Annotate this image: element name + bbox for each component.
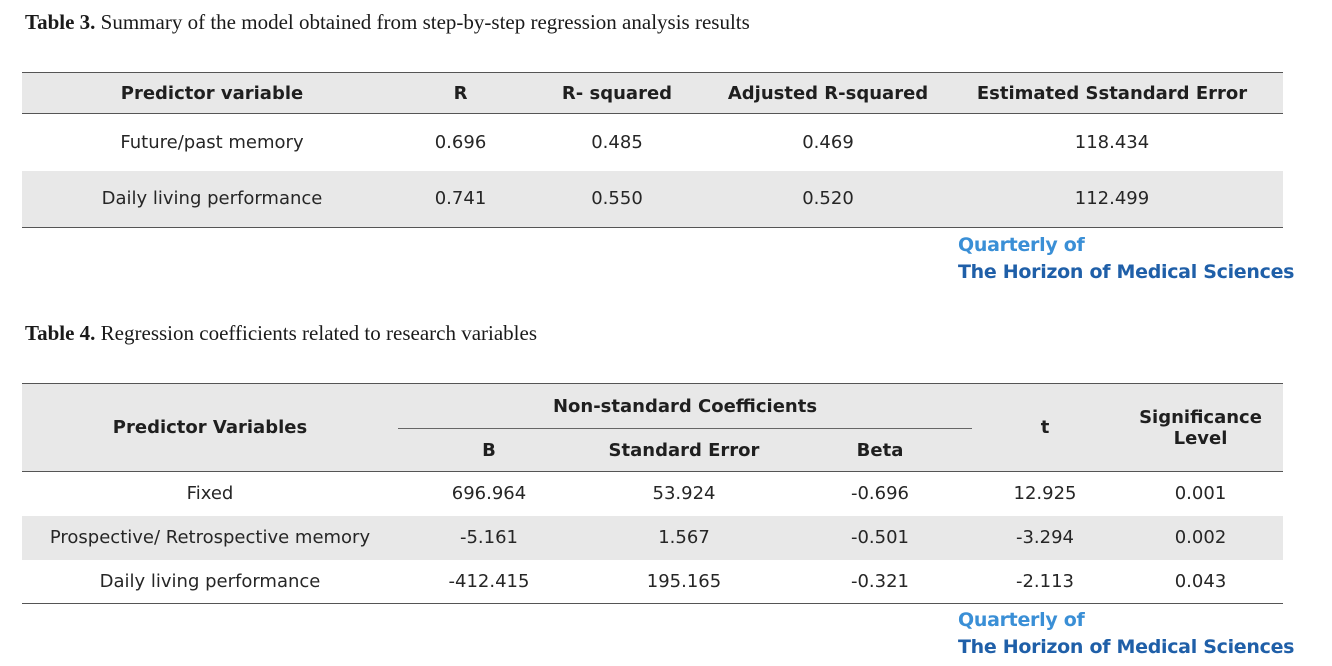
table4-cell-b: 696.964 [451,483,527,505]
table-row: Future/past memory 0.696 0.485 0.469 118… [22,113,1283,171]
table4-caption-text: Regression coefficients related to resea… [95,321,538,345]
table4-cell-beta: -0.696 [850,483,910,505]
journal-watermark-line2: The Horizon of Medical Sciences [958,636,1295,658]
table3: Predictor variable R R- squared Adjusted… [22,72,1283,228]
table4: Predictor Variables Non-standard Coeffic… [22,383,1283,604]
table4-header-b: B [482,439,496,461]
table4-cell-beta: -0.321 [850,570,910,592]
table3-cell-std-error: 118.434 [1074,131,1150,153]
table3-caption-label: Table 3. [25,10,96,34]
table-row: Prospective/ Retrospective memory -5.161… [22,515,1283,560]
table4-cell-predictor: Prospective/ Retrospective memory [49,527,371,548]
table3-cell-adjusted-r-squared: 0.520 [802,188,854,210]
table3-header-r: R [453,82,468,104]
table4-header-group: Non-standard Coefficients [398,383,972,429]
table4-cell-significance: 0.043 [1174,570,1227,592]
table4-caption-label: Table 4. [25,321,96,345]
table-row: Daily living performance 0.741 0.550 0.5… [22,170,1283,228]
table4-cell-t: -3.294 [1015,527,1075,548]
table-row: Daily living performance -412.415 195.16… [22,559,1283,604]
table4-cell-beta: -0.501 [850,527,910,548]
table3-cell-r-squared: 0.485 [591,131,643,153]
journal-watermark-line1: Quarterly of [958,609,1085,631]
table3-header-r-squared: R- squared [561,82,673,104]
journal-watermark: Quarterly of The Horizon of Medical Scie… [958,607,1294,661]
table4-cell-std-error: 195.165 [646,570,722,592]
table4-cell-predictor: Daily living performance [99,570,321,592]
table3-header-predictor: Predictor variable [120,82,304,104]
table4-cell-predictor: Fixed [186,483,234,505]
table3-caption-text: Summary of the model obtained from step-… [95,10,750,34]
table3-header-std-error: Estimated Sstandard Error [976,82,1248,104]
table-row: Fixed 696.964 53.924 -0.696 12.925 0.001 [22,471,1283,516]
table4-header-std-error: Standard Error [608,439,760,461]
table3-cell-predictor: Daily living performance [101,188,323,210]
table3-header-adjusted-r-squared: Adjusted R-squared [727,82,929,104]
table3-cell-r-squared: 0.550 [591,188,643,210]
table4-cell-t: 12.925 [1013,483,1077,505]
table4-cell-t: -2.113 [1015,570,1075,592]
table4-cell-significance: 0.002 [1174,527,1227,548]
table4-cell-b: -5.161 [459,527,519,548]
table4-header-predictor: Predictor Variables [22,383,398,472]
table3-caption: Table 3. Summary of the model obtained f… [25,10,750,35]
journal-watermark: Quarterly of The Horizon of Medical Scie… [958,232,1294,286]
table4-cell-b: -412.415 [448,570,530,592]
table4-header-beta: Beta [856,439,904,461]
table3-cell-predictor: Future/past memory [120,131,304,153]
table4-header-significance: Significance Level [1118,383,1283,472]
table4-header-row-1: Predictor Variables Non-standard Coeffic… [22,383,1283,472]
table4-header-t: t [972,383,1118,472]
table4-cell-std-error: 1.567 [658,527,710,548]
table4-caption: Table 4. Regression coefficients related… [25,321,537,346]
table3-cell-r: 0.741 [434,188,487,210]
journal-watermark-line1: Quarterly of [958,234,1085,256]
table3-cell-std-error: 112.499 [1074,188,1150,210]
table4-cell-significance: 0.001 [1174,483,1227,505]
table4-cell-std-error: 53.924 [652,483,716,505]
table3-cell-r: 0.696 [434,131,487,153]
journal-watermark-line2: The Horizon of Medical Sciences [958,261,1295,283]
table3-header-row: Predictor variable R R- squared Adjusted… [22,72,1283,114]
table3-cell-adjusted-r-squared: 0.469 [802,131,854,153]
